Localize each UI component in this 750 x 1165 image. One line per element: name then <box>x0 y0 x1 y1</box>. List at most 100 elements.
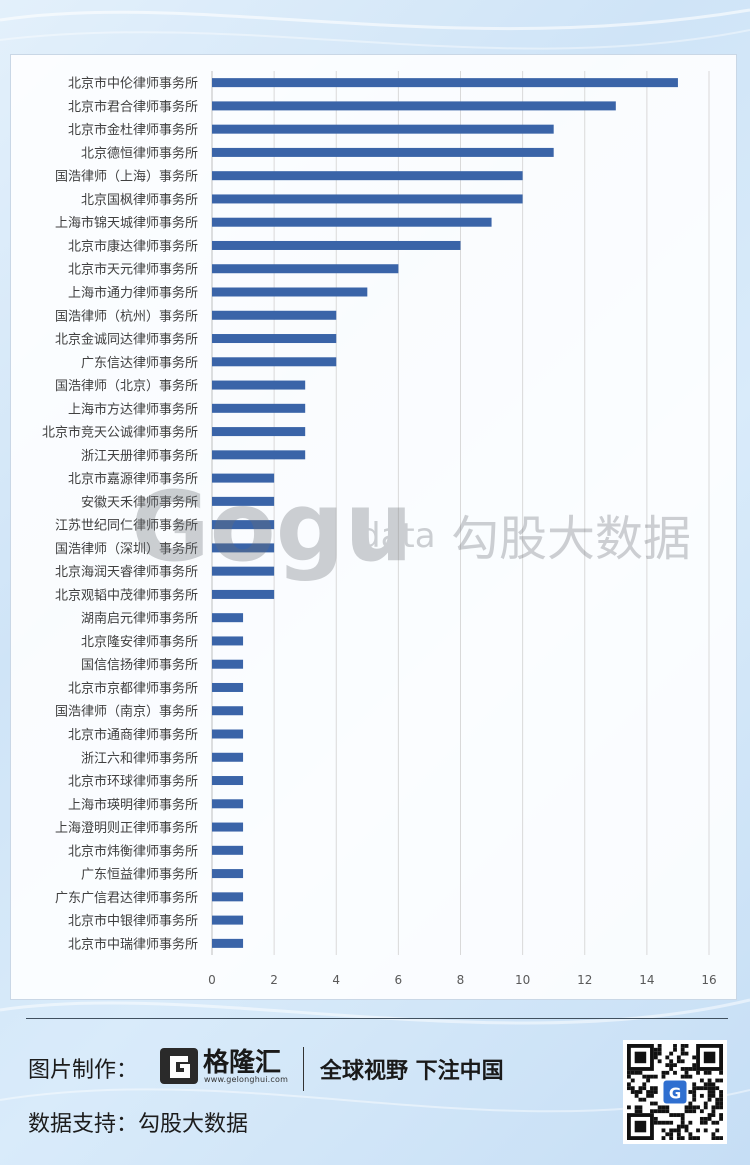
bar <box>212 822 244 832</box>
category-label: 国浩律师（南京）事务所 <box>55 704 198 720</box>
category-label: 北京市通商律师事务所 <box>68 727 198 743</box>
bar <box>212 334 337 344</box>
category-label: 广东恒益律师事务所 <box>81 867 198 883</box>
x-tick-label: 10 <box>515 973 530 987</box>
bar <box>212 310 337 320</box>
category-label: 国浩律师（杭州）事务所 <box>55 308 198 324</box>
category-label: 北京市康达律师事务所 <box>68 238 198 254</box>
category-label: 北京市京都律师事务所 <box>68 680 198 696</box>
x-tick-label: 6 <box>395 973 403 987</box>
logo-text: 格隆汇 <box>203 1048 282 1078</box>
category-label: 北京国枫律师事务所 <box>81 192 198 208</box>
bar <box>212 543 275 553</box>
x-tick-label: 8 <box>457 973 465 987</box>
bar <box>212 566 275 576</box>
bar <box>212 171 523 181</box>
data-source-label: 数据支持：勾股大数据 <box>28 1112 249 1137</box>
gelonghui-logo-icon <box>160 1048 198 1084</box>
bar <box>212 845 244 855</box>
bar <box>212 659 244 669</box>
x-tick-label: 0 <box>208 973 216 987</box>
bar <box>212 473 275 483</box>
x-tick-label: 2 <box>270 973 278 987</box>
bar <box>212 613 244 623</box>
category-label: 北京海润天睿律师事务所 <box>55 564 198 580</box>
slogan: 全球视野 下注中国 <box>320 1059 504 1084</box>
bar <box>212 380 306 390</box>
category-label: 北京市嘉源律师事务所 <box>68 471 198 487</box>
qr-code-icon[interactable]: G <box>623 1040 727 1144</box>
category-label: 江苏世纪同仁律师事务所 <box>55 518 198 534</box>
bar <box>212 403 306 413</box>
footer-separator <box>303 1047 304 1091</box>
category-label: 上海市通力律师事务所 <box>68 285 198 301</box>
svg-text:G: G <box>669 1085 681 1103</box>
bar <box>212 357 337 367</box>
category-label: 北京市中瑞律师事务所 <box>68 936 198 952</box>
bar <box>212 706 244 716</box>
bar <box>212 752 244 762</box>
bar <box>212 520 275 530</box>
category-label: 上海市瑛明律师事务所 <box>68 797 198 813</box>
category-label: 北京市竞天公诚律师事务所 <box>42 425 198 441</box>
category-label: 北京金诚同达律师事务所 <box>55 332 198 348</box>
bar <box>212 729 244 739</box>
bar <box>212 78 678 88</box>
category-label: 北京市中伦律师事务所 <box>68 76 198 92</box>
bar-chart: 0 2 4 6 8 10 12 14 16 北京市中伦律师事务所北京市君合律师事务所北京市金杜律师… <box>42 71 717 987</box>
category-label: 上海市锦天城律师事务所 <box>55 215 198 231</box>
bar <box>212 147 554 157</box>
bar <box>212 264 399 274</box>
bar <box>212 636 244 646</box>
category-label: 国浩律师（北京）事务所 <box>55 378 198 394</box>
category-label: 国浩律师（深圳）事务所 <box>55 541 198 557</box>
bar <box>212 427 306 437</box>
category-label: 北京观韬中茂律师事务所 <box>55 587 198 603</box>
bar <box>212 496 275 506</box>
logo-url: www.gelonghui.com <box>204 1075 289 1084</box>
category-label: 广东信达律师事务所 <box>81 355 198 371</box>
category-label: 北京市炜衡律师事务所 <box>68 843 198 859</box>
x-tick-label: 14 <box>639 973 654 987</box>
bar <box>212 892 244 902</box>
bar <box>212 938 244 948</box>
category-label: 浙江天册律师事务所 <box>81 448 198 464</box>
bar <box>212 124 554 134</box>
bar <box>212 240 461 250</box>
category-label: 北京市天元律师事务所 <box>68 262 198 278</box>
category-label: 北京隆安律师事务所 <box>81 634 198 650</box>
bar <box>212 915 244 925</box>
bar <box>212 869 244 879</box>
bar <box>212 101 616 111</box>
bar <box>212 450 306 460</box>
bar <box>212 287 368 297</box>
category-label: 北京市君合律师事务所 <box>68 99 198 115</box>
category-label: 国信信扬律师事务所 <box>81 657 198 673</box>
category-label: 湖南启元律师事务所 <box>81 611 198 627</box>
category-label: 上海澄明则正律师事务所 <box>55 820 198 836</box>
category-label: 北京德恒律师事务所 <box>81 145 198 161</box>
category-label: 上海市方达律师事务所 <box>68 401 198 417</box>
category-label: 北京市金杜律师事务所 <box>68 122 198 138</box>
bar <box>212 682 244 692</box>
bar <box>212 589 275 599</box>
bar <box>212 799 244 809</box>
category-label: 国浩律师（上海）事务所 <box>55 169 198 185</box>
category-label: 北京市环球律师事务所 <box>68 774 198 790</box>
x-tick-label: 16 <box>701 973 716 987</box>
bar <box>212 776 244 786</box>
category-label: 广东广信君达律师事务所 <box>55 890 198 906</box>
svg-text:勾股大数据: 勾股大数据 <box>451 511 691 567</box>
made-by-label: 图片制作： <box>28 1058 139 1083</box>
category-label: 安徽天禾律师事务所 <box>81 494 198 510</box>
bar <box>212 194 523 204</box>
svg-text:Gogu: Gogu <box>131 475 413 583</box>
category-label: 北京市中银律师事务所 <box>68 913 198 929</box>
x-tick-label: 12 <box>577 973 592 987</box>
footer-divider <box>26 1018 728 1019</box>
svg-text:data: data <box>359 516 436 556</box>
category-label: 浙江六和律师事务所 <box>81 750 198 766</box>
x-tick-label: 4 <box>332 973 340 987</box>
chart-frame: 0 2 4 6 8 10 12 14 16 北京市中伦律师事务所 北京市君合律师事务所 北京市金杜律师… <box>10 54 737 1000</box>
gogu-watermark: Gogu data 勾股大数据 <box>131 475 691 583</box>
